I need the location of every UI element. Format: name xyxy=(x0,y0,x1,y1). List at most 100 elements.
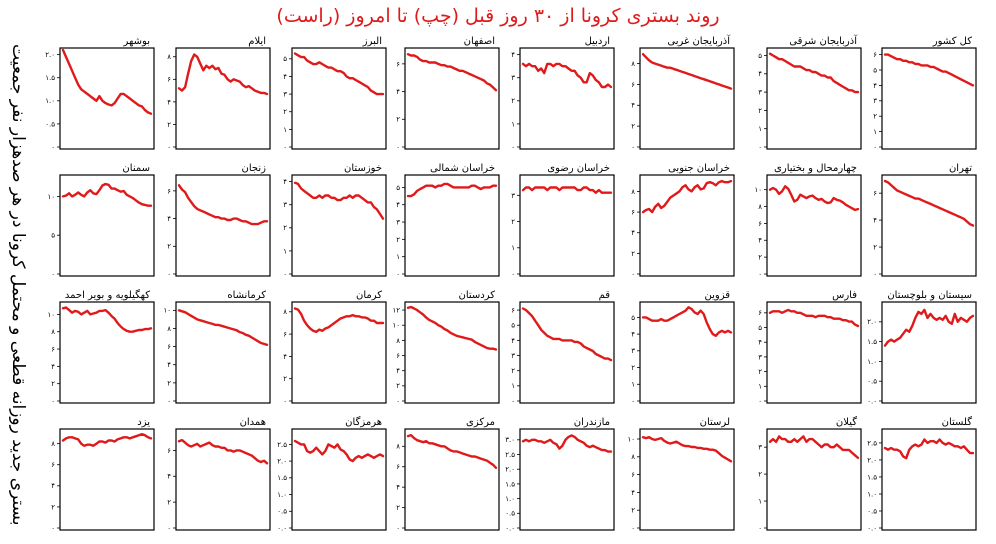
y-tick-label: ۱۰ xyxy=(627,435,635,443)
panel-frame xyxy=(175,47,271,150)
panel-title: اردبیل xyxy=(585,36,610,47)
y-tick-label: ۱۰ xyxy=(163,307,171,315)
y-tick-label: ۲ xyxy=(283,108,287,116)
y-tick-label: ۰.۰ xyxy=(867,397,877,405)
y-tick-label: ۱.۰ xyxy=(867,490,877,498)
y-tick-label: ۴ xyxy=(51,363,55,371)
panel-27: هرمزگان ۰.۰ ۰.۵ ۱.۰ ۱.۵ ۲.۰ ۲.۵ xyxy=(277,416,387,532)
y-tick-label: ۱ xyxy=(511,382,515,390)
series-line xyxy=(521,186,613,194)
panel-15: چهارمحال و بختیاری ۰ ۲ ۴ ۶ ۸ ۱۰ xyxy=(754,163,862,278)
y-tick-label: ۶ xyxy=(167,343,171,351)
panel-frame xyxy=(881,428,977,531)
y-tick-label: ۴ xyxy=(167,215,171,223)
panel-frame xyxy=(59,428,155,531)
y-tick-label: ۶ xyxy=(631,81,635,89)
y-tick-label: ۰ xyxy=(283,143,287,151)
panel-frame xyxy=(639,47,735,150)
panel-title: اصفهان xyxy=(464,36,495,47)
panel-22: قزوین ۰ ۱ ۲ ۳ ۴ ۵ xyxy=(631,290,735,405)
panel-1: بوشهر ۰ ۰.۵ ۱.۰ ۱.۵ ۲.۰ xyxy=(45,36,155,151)
panel-23: فارس ۰ ۱ ۲ ۳ ۴ ۵ ۶ xyxy=(758,290,862,405)
panel-title: گلستان xyxy=(942,416,973,428)
panel-title: فارس xyxy=(832,290,857,301)
series-line xyxy=(883,179,975,227)
y-tick-label: ۳ xyxy=(283,201,287,209)
panel-frame xyxy=(881,47,977,150)
panel-16: تهران ۰ ۲ ۴ ۶ xyxy=(873,163,977,278)
y-tick-label: ۶ xyxy=(167,187,171,195)
y-tick-label: ۰ xyxy=(167,524,171,532)
y-tick-label: ۶ xyxy=(396,352,400,360)
y-tick-label: ۴ xyxy=(167,361,171,369)
panel-title: خراسان رضوی xyxy=(547,163,610,174)
panel-title: کردستان xyxy=(458,290,495,301)
panel-title: بوشهر xyxy=(123,36,150,47)
panel-title: کرمان xyxy=(356,290,382,301)
y-tick-label: ۶ xyxy=(631,471,635,479)
y-tick-label: ۲ xyxy=(758,107,762,115)
y-tick-label: ۵ xyxy=(511,322,515,330)
panel-title: همدان xyxy=(240,417,266,428)
panel-title: کرمانشاه xyxy=(227,290,266,301)
panel-frame xyxy=(175,174,271,277)
y-tick-label: ۶ xyxy=(758,309,762,317)
panel-frame xyxy=(404,47,500,150)
panel-28: مرکزی ۰ ۲ ۴ ۶ ۸ xyxy=(396,417,500,532)
panel-title: سیستان و بلوچستان xyxy=(887,290,972,301)
panel-title: مرکزی xyxy=(466,417,495,428)
y-tick-label: ۱ xyxy=(758,497,762,505)
panel-12: خراسان شمالی ۰ ۱ ۲ ۳ ۴ ۵ xyxy=(396,163,500,278)
y-tick-label: ۶ xyxy=(283,331,287,339)
y-tick-label: ۱۰ xyxy=(754,186,762,194)
panel-title: قزوین xyxy=(704,290,730,301)
y-tick-label: ۴ xyxy=(51,482,55,490)
panel-title: گیلان xyxy=(836,416,857,428)
panel-frame xyxy=(291,174,387,277)
y-tick-label: ۲ xyxy=(631,123,635,131)
y-tick-label: ۶ xyxy=(167,447,171,455)
y-tick-label: ۶ xyxy=(758,220,762,228)
series-line xyxy=(177,309,269,346)
panel-30: لرستان ۰ ۲ ۴ ۶ ۸ ۱۰ xyxy=(627,417,735,532)
panel-31: گیلان ۰ ۱ ۲ ۳ xyxy=(758,416,862,532)
y-tick-label: ۱.۰ xyxy=(867,358,877,366)
y-tick-label: ۲ xyxy=(51,503,55,511)
y-tick-label: ۴ xyxy=(758,237,762,245)
panel-frame xyxy=(59,47,155,150)
y-tick-label: ۰ xyxy=(167,270,171,278)
y-tick-label: ۲ xyxy=(631,250,635,258)
panel-6: آذربایجان غربی ۰ ۲ ۴ ۶ ۸ xyxy=(631,34,735,151)
y-tick-label: ۱۰ xyxy=(47,193,55,201)
y-tick-label: ۰ xyxy=(51,270,55,278)
y-tick-label: ۰ xyxy=(631,143,635,151)
y-tick-label: ۰ xyxy=(511,397,515,405)
panel-8: کل کشور ۰ ۱ ۲ ۳ ۴ ۵ ۶ xyxy=(873,36,977,151)
y-tick-label: ۴ xyxy=(283,353,287,361)
series-line xyxy=(521,434,613,453)
y-tick-label: ۰ xyxy=(758,270,762,278)
series-line xyxy=(177,184,269,226)
panel-title: خراسان شمالی xyxy=(430,163,495,174)
y-tick-label: ۲ xyxy=(283,224,287,232)
y-tick-label: ۱.۵ xyxy=(45,74,55,82)
y-tick-label: ۴ xyxy=(167,98,171,106)
series-line xyxy=(768,435,860,460)
y-tick-label: ۸ xyxy=(51,328,55,336)
y-tick-label: ۰ xyxy=(396,143,400,151)
y-tick-label: ۲.۰ xyxy=(867,456,877,464)
panel-title: کل کشور xyxy=(932,36,972,47)
y-tick-label: ۶ xyxy=(167,76,171,84)
y-tick-label: ۰ xyxy=(758,143,762,151)
panel-title: لرستان xyxy=(700,417,730,428)
panel-frame xyxy=(519,174,615,277)
y-tick-label: ۱۲ xyxy=(392,306,400,314)
y-tick-label: ۶ xyxy=(396,463,400,471)
y-tick-label: ۴ xyxy=(396,367,400,375)
y-tick-label: ۱ xyxy=(511,120,515,128)
y-tick-label: ۲ xyxy=(511,218,515,226)
y-tick-label: ۲ xyxy=(511,97,515,105)
y-tick-label: ۴ xyxy=(511,337,515,345)
panel-frame xyxy=(519,47,615,150)
